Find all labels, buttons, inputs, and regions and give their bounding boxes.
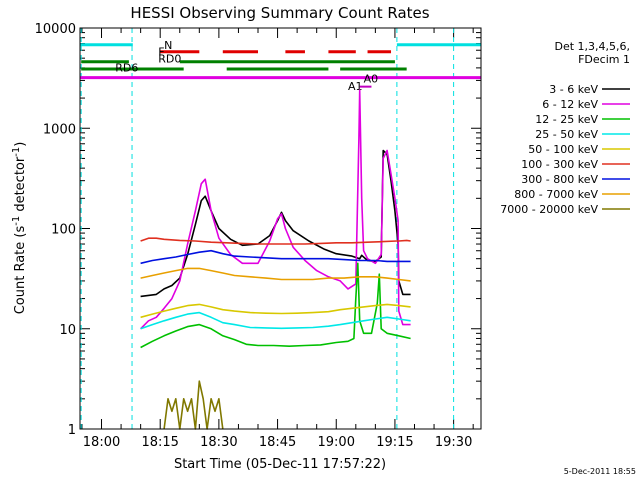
legend-label-2: 12 - 25 keV <box>535 113 598 126</box>
x-tick-label: 19:00 <box>318 435 355 450</box>
legend-title-line-1: Det 1,3,4,5,6, <box>554 40 630 53</box>
y-axis-label: Count Rate (s-1 detector-1) <box>11 142 28 315</box>
flag-label: F <box>158 46 164 59</box>
y-tick-label: 100 <box>51 223 76 238</box>
legend-label-7: 800 - 7000 keV <box>514 188 598 201</box>
plot-frame <box>79 27 482 430</box>
series-line-4 <box>140 303 411 319</box>
flag-label: A1 <box>348 80 363 93</box>
legend: Det 1,3,4,5,6, FDecim 1 3 - 6 keV 6 - 12 … <box>500 40 630 216</box>
series-line-1 <box>140 89 411 330</box>
series-line-6 <box>140 249 411 265</box>
tick-marks <box>80 28 481 430</box>
series-line-8 <box>163 380 224 430</box>
series-line-3 <box>140 311 411 330</box>
legend-label-0: 3 - 6 keV <box>549 83 598 96</box>
x-tick-label: 19:30 <box>435 435 472 450</box>
series-line-5 <box>140 237 411 245</box>
legend-label-6: 300 - 800 keV <box>521 173 598 186</box>
legend-title-line-2: FDecim 1 <box>578 53 630 66</box>
legend-label-5: 100 - 300 keV <box>521 158 598 171</box>
timestamp: 5-Dec-2011 18:55 <box>564 467 636 476</box>
legend-label-1: 6 - 12 keV <box>542 98 598 111</box>
series-line-7 <box>140 267 411 282</box>
x-axis-label: Start Time (05-Dec-11 17:57:22) <box>174 457 386 472</box>
x-tick-label: 18:15 <box>141 435 178 450</box>
legend-label-8: 7000 - 20000 keV <box>500 203 598 216</box>
flag-label: N <box>164 39 172 52</box>
series-marks <box>140 89 411 430</box>
x-tick-label: 18:30 <box>200 435 237 450</box>
y-tick-label: 1000 <box>43 122 76 137</box>
x-tick-label: 18:00 <box>83 435 120 450</box>
y-tick-label: 10000 <box>35 22 76 37</box>
flag-label: RD6 <box>115 61 138 74</box>
series-line-2 <box>140 262 411 349</box>
legend-label-3: 25 - 50 keV <box>535 128 598 141</box>
flag-label: A0 <box>364 72 379 85</box>
x-tick-label: 19:15 <box>376 435 413 450</box>
x-tick-label: 18:45 <box>259 435 296 450</box>
y-tick-label: 1 <box>68 423 76 438</box>
legend-label-4: 50 - 100 keV <box>528 143 598 156</box>
y-tick-label: 10 <box>59 323 76 338</box>
chart-title: HESSI Observing Summary Count Rates <box>130 4 429 22</box>
x-tick-labels: 18:00 18:15 18:30 18:45 19:00 19:15 19:30 <box>83 435 473 450</box>
flag-label: RD0 <box>158 53 181 66</box>
y-tick-labels: 1 10 100 1000 10000 <box>35 22 76 438</box>
